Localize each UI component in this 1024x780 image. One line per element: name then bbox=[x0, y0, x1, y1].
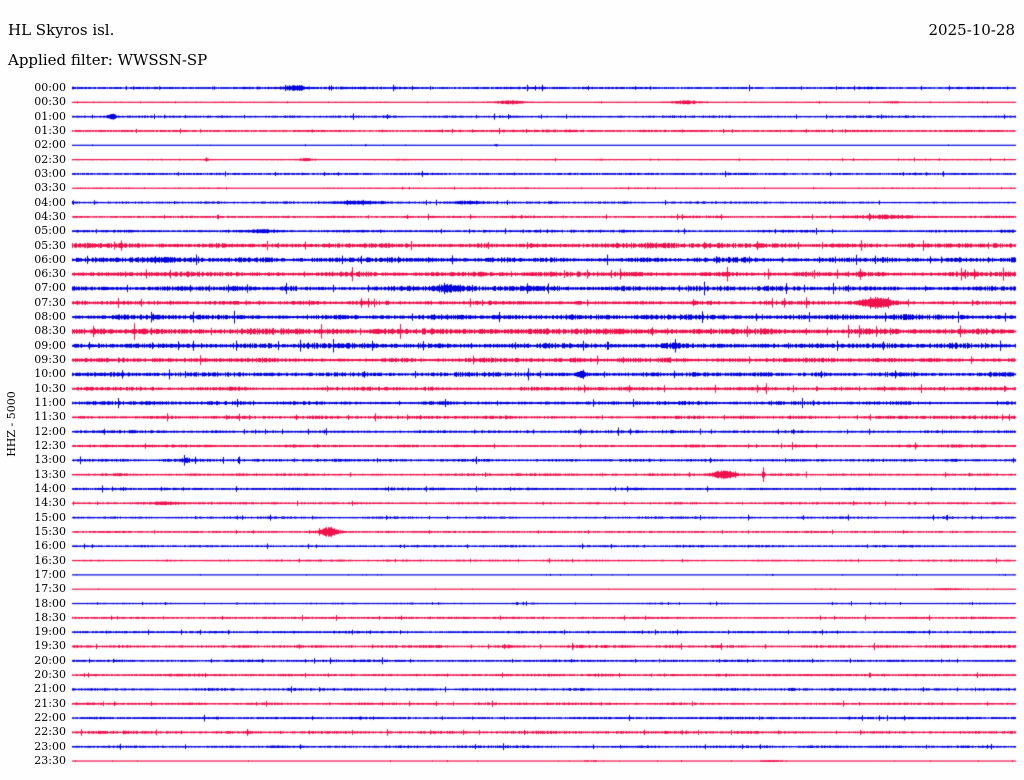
seismogram-traces-canvas bbox=[0, 0, 1024, 780]
helicorder-page: HL Skyros isl. Applied filter: WWSSN-SP … bbox=[0, 0, 1024, 780]
